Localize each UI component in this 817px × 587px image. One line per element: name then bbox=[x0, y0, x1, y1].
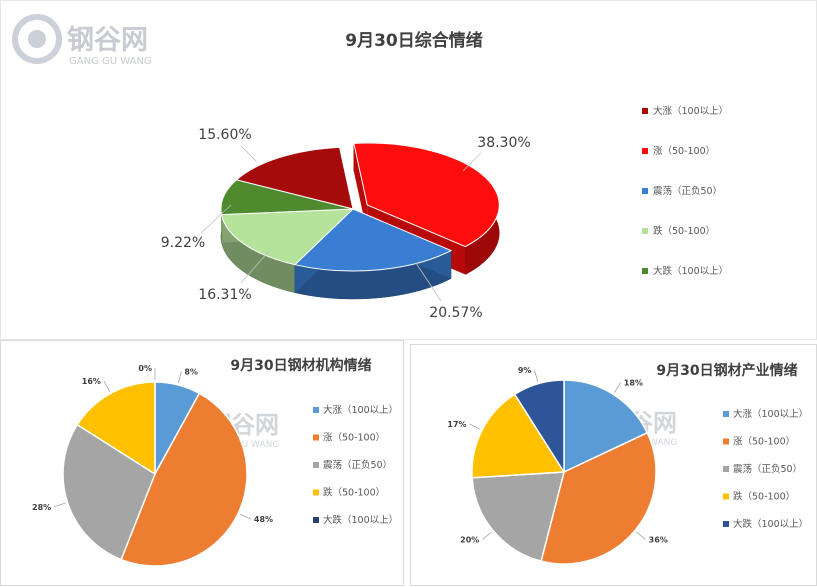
legend-swatch bbox=[642, 148, 648, 154]
legend: 大涨（100以上） 涨（50-100） 震荡（正负50） 跌（50-100） 大跌（10… bbox=[723, 408, 808, 530]
leader-line bbox=[636, 531, 646, 540]
pie-slice bbox=[62, 423, 156, 561]
institution-sentiment-chart: 钢谷网 GANG GU WANG 9月30日钢材机构情绪 8%48%28%16%… bbox=[32, 357, 398, 567]
data-label: 16.31% bbox=[198, 287, 251, 303]
legend-swatch bbox=[642, 228, 648, 234]
overall-sentiment-chart: 钢谷网 GANG GU WANG 9月30日综合情绪 15.60% 38.30% 2… bbox=[12, 14, 728, 321]
legend-swatch bbox=[723, 438, 729, 445]
legend-swatch bbox=[313, 489, 319, 496]
leader-line bbox=[469, 423, 481, 430]
pie-slice bbox=[235, 146, 354, 210]
pie-slice bbox=[540, 431, 657, 565]
pie-slice bbox=[120, 392, 248, 567]
pie: 8% 48% 28% 16% 0% bbox=[32, 364, 273, 567]
leader-line bbox=[482, 531, 492, 540]
legend-item: 跌（50-100） bbox=[733, 491, 795, 503]
legend-swatch bbox=[313, 407, 319, 413]
legend-item: 大跌（100以上） bbox=[653, 265, 728, 277]
legend: 大涨（100以上） 涨（50-100） 震荡（正负50） 跌（50-100） 大跌（10… bbox=[642, 105, 728, 277]
leader-line bbox=[103, 380, 111, 392]
leader-line bbox=[462, 152, 482, 172]
leader-line bbox=[239, 513, 252, 520]
legend-swatch bbox=[723, 493, 729, 500]
legend-item: 震荡（正负50） bbox=[653, 185, 722, 197]
legend-item: 大跌（100以上） bbox=[733, 518, 808, 530]
data-label: 36% bbox=[649, 536, 668, 545]
pie-3d: 15.60% 38.30% 20.57% 16.31% 9.22% bbox=[161, 127, 531, 321]
chart-title: 9月30日钢材产业情绪 bbox=[656, 362, 797, 379]
chart-title: 9月30日钢材机构情绪 bbox=[230, 357, 371, 374]
data-label: 9% bbox=[518, 366, 532, 375]
legend-item: 跌（50-100） bbox=[323, 487, 385, 499]
pie-slice bbox=[471, 393, 566, 479]
data-label: 0% bbox=[138, 364, 152, 373]
legend-swatch bbox=[313, 434, 319, 441]
leader-line bbox=[534, 370, 539, 382]
legend-swatch bbox=[313, 517, 319, 523]
leader-line bbox=[415, 262, 442, 302]
legend-item: 涨（50-100） bbox=[733, 436, 795, 448]
industry-sentiment-chart: 钢谷网 GANG GU WANG 9月30日钢材产业情绪 18%36%20%17… bbox=[447, 362, 808, 565]
legend-swatch bbox=[642, 108, 648, 114]
watermark: 钢谷网 GANG GU WANG bbox=[12, 14, 152, 67]
overall-sentiment-panel: 钢谷网 GANG GU WANG 9月30日综合情绪 15.60% 38.30% 2… bbox=[0, 0, 817, 340]
data-label: 38.30% bbox=[477, 135, 530, 151]
leader-line bbox=[200, 204, 232, 234]
institution-sentiment-panel: 钢谷网 GANG GU WANG 9月30日钢材机构情绪 8%48%28%16%… bbox=[0, 340, 404, 586]
pie-slice bbox=[76, 381, 156, 476]
data-label: 16% bbox=[82, 377, 101, 386]
watermark-logo-core-icon bbox=[28, 30, 46, 48]
pie-slice bbox=[220, 208, 355, 266]
legend-swatch bbox=[723, 411, 729, 417]
data-label: 15.60% bbox=[198, 127, 251, 143]
data-label: 20.57% bbox=[429, 305, 482, 321]
pie-slice-wall bbox=[353, 143, 368, 234]
data-label: 20% bbox=[460, 536, 479, 545]
data-label: 17% bbox=[447, 420, 466, 429]
leader-line bbox=[54, 502, 66, 508]
legend-swatch bbox=[313, 462, 319, 468]
pie-slice bbox=[293, 208, 453, 272]
legend-item: 大涨（100以上） bbox=[323, 404, 398, 416]
leader-line bbox=[614, 382, 622, 393]
watermark-en: GANG GU WANG bbox=[69, 56, 152, 67]
legend-item: 大跌（100以上） bbox=[323, 514, 398, 526]
data-label: 9.22% bbox=[161, 235, 205, 251]
legend-item: 大涨（100以上） bbox=[653, 105, 728, 117]
legend-swatch bbox=[642, 268, 648, 274]
leader-line bbox=[177, 371, 182, 384]
pie-slice bbox=[353, 142, 500, 248]
data-label: 18% bbox=[624, 379, 643, 388]
data-label: 48% bbox=[254, 515, 273, 524]
leader-line bbox=[240, 145, 257, 162]
legend-swatch bbox=[723, 466, 729, 472]
legend-swatch bbox=[642, 188, 648, 194]
pie-slice bbox=[471, 471, 565, 563]
pie-slice bbox=[220, 179, 354, 216]
legend-swatch bbox=[723, 521, 729, 527]
legend-item: 震荡（正负50） bbox=[323, 459, 392, 471]
data-label: 28% bbox=[32, 503, 51, 512]
industry-sentiment-panel: 钢谷网 GANG GU WANG 9月30日钢材产业情绪 18%36%20%17… bbox=[410, 344, 817, 586]
leader-line bbox=[240, 250, 270, 284]
legend-item: 大涨（100以上） bbox=[733, 408, 808, 420]
legend-item: 震荡（正负50） bbox=[733, 463, 802, 475]
legend-item: 涨（50-100） bbox=[653, 145, 715, 157]
watermark-logo-icon bbox=[12, 14, 62, 64]
watermark-cn: 钢谷网 bbox=[67, 25, 148, 56]
legend-item: 跌（50-100） bbox=[653, 225, 715, 237]
legend-item: 涨（50-100） bbox=[323, 432, 385, 444]
pie-slice bbox=[513, 379, 565, 475]
legend: 大涨（100以上） 涨（50-100） 震荡（正负50） 跌（50-100） 大跌（10… bbox=[313, 404, 398, 526]
pie: 18% 36% 20% 17% 9% bbox=[447, 366, 668, 565]
data-label: 8% bbox=[184, 367, 198, 376]
pie-slice bbox=[563, 379, 649, 474]
chart-title: 9月30日综合情绪 bbox=[345, 30, 483, 51]
